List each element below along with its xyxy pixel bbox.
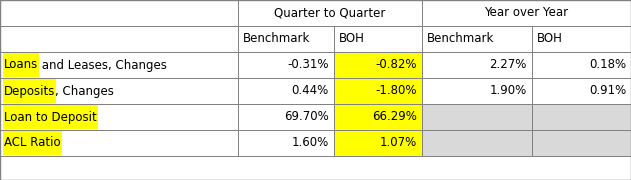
Bar	[0, 0, 238, 26]
Text: 66.29%: 66.29%	[372, 111, 417, 123]
Text: 0.18%: 0.18%	[589, 58, 626, 71]
Bar	[334, 26, 422, 52]
Bar	[532, 130, 631, 156]
Text: 1.07%: 1.07%	[380, 136, 417, 150]
Text: Loan to Deposit: Loan to Deposit	[4, 111, 97, 123]
Bar	[422, 78, 532, 104]
Bar	[0, 130, 238, 156]
Bar	[238, 130, 334, 156]
Bar	[238, 104, 334, 130]
Text: Quarter to Quarter: Quarter to Quarter	[274, 6, 386, 19]
Text: and Leases, Changes: and Leases, Changes	[38, 58, 167, 71]
Bar	[422, 0, 631, 26]
Bar	[0, 26, 238, 52]
Text: Year over Year: Year over Year	[485, 6, 569, 19]
Bar	[3, 105, 98, 129]
Bar	[238, 52, 334, 78]
Bar	[0, 104, 238, 130]
Bar	[334, 130, 422, 156]
Bar	[3, 79, 56, 103]
Bar	[334, 104, 422, 130]
Text: , Changes: , Changes	[56, 84, 114, 98]
Text: -0.31%: -0.31%	[288, 58, 329, 71]
Text: BOH: BOH	[537, 33, 563, 46]
Bar	[422, 104, 532, 130]
Text: ACL Ratio: ACL Ratio	[4, 136, 61, 150]
Text: 1.60%: 1.60%	[292, 136, 329, 150]
Bar	[334, 78, 422, 104]
Text: Benchmark: Benchmark	[427, 33, 494, 46]
Bar	[532, 26, 631, 52]
Bar	[0, 52, 238, 78]
Text: 0.91%: 0.91%	[589, 84, 626, 98]
Text: 1.90%: 1.90%	[490, 84, 527, 98]
Bar	[422, 26, 532, 52]
Bar	[3, 131, 62, 155]
Text: 69.70%: 69.70%	[284, 111, 329, 123]
Text: Loans: Loans	[4, 58, 38, 71]
Text: Benchmark: Benchmark	[243, 33, 310, 46]
Text: BOH: BOH	[339, 33, 365, 46]
Bar	[238, 0, 422, 26]
Text: 2.27%: 2.27%	[490, 58, 527, 71]
Text: -0.82%: -0.82%	[375, 58, 417, 71]
Bar	[0, 78, 238, 104]
Bar	[422, 130, 532, 156]
Text: -1.80%: -1.80%	[375, 84, 417, 98]
Bar	[238, 26, 334, 52]
Bar	[422, 52, 532, 78]
Bar	[334, 52, 422, 78]
Text: Deposits: Deposits	[4, 84, 56, 98]
Text: 0.44%: 0.44%	[292, 84, 329, 98]
Bar	[532, 104, 631, 130]
Bar	[532, 52, 631, 78]
Bar	[3, 53, 39, 77]
Bar	[532, 78, 631, 104]
Bar	[238, 78, 334, 104]
